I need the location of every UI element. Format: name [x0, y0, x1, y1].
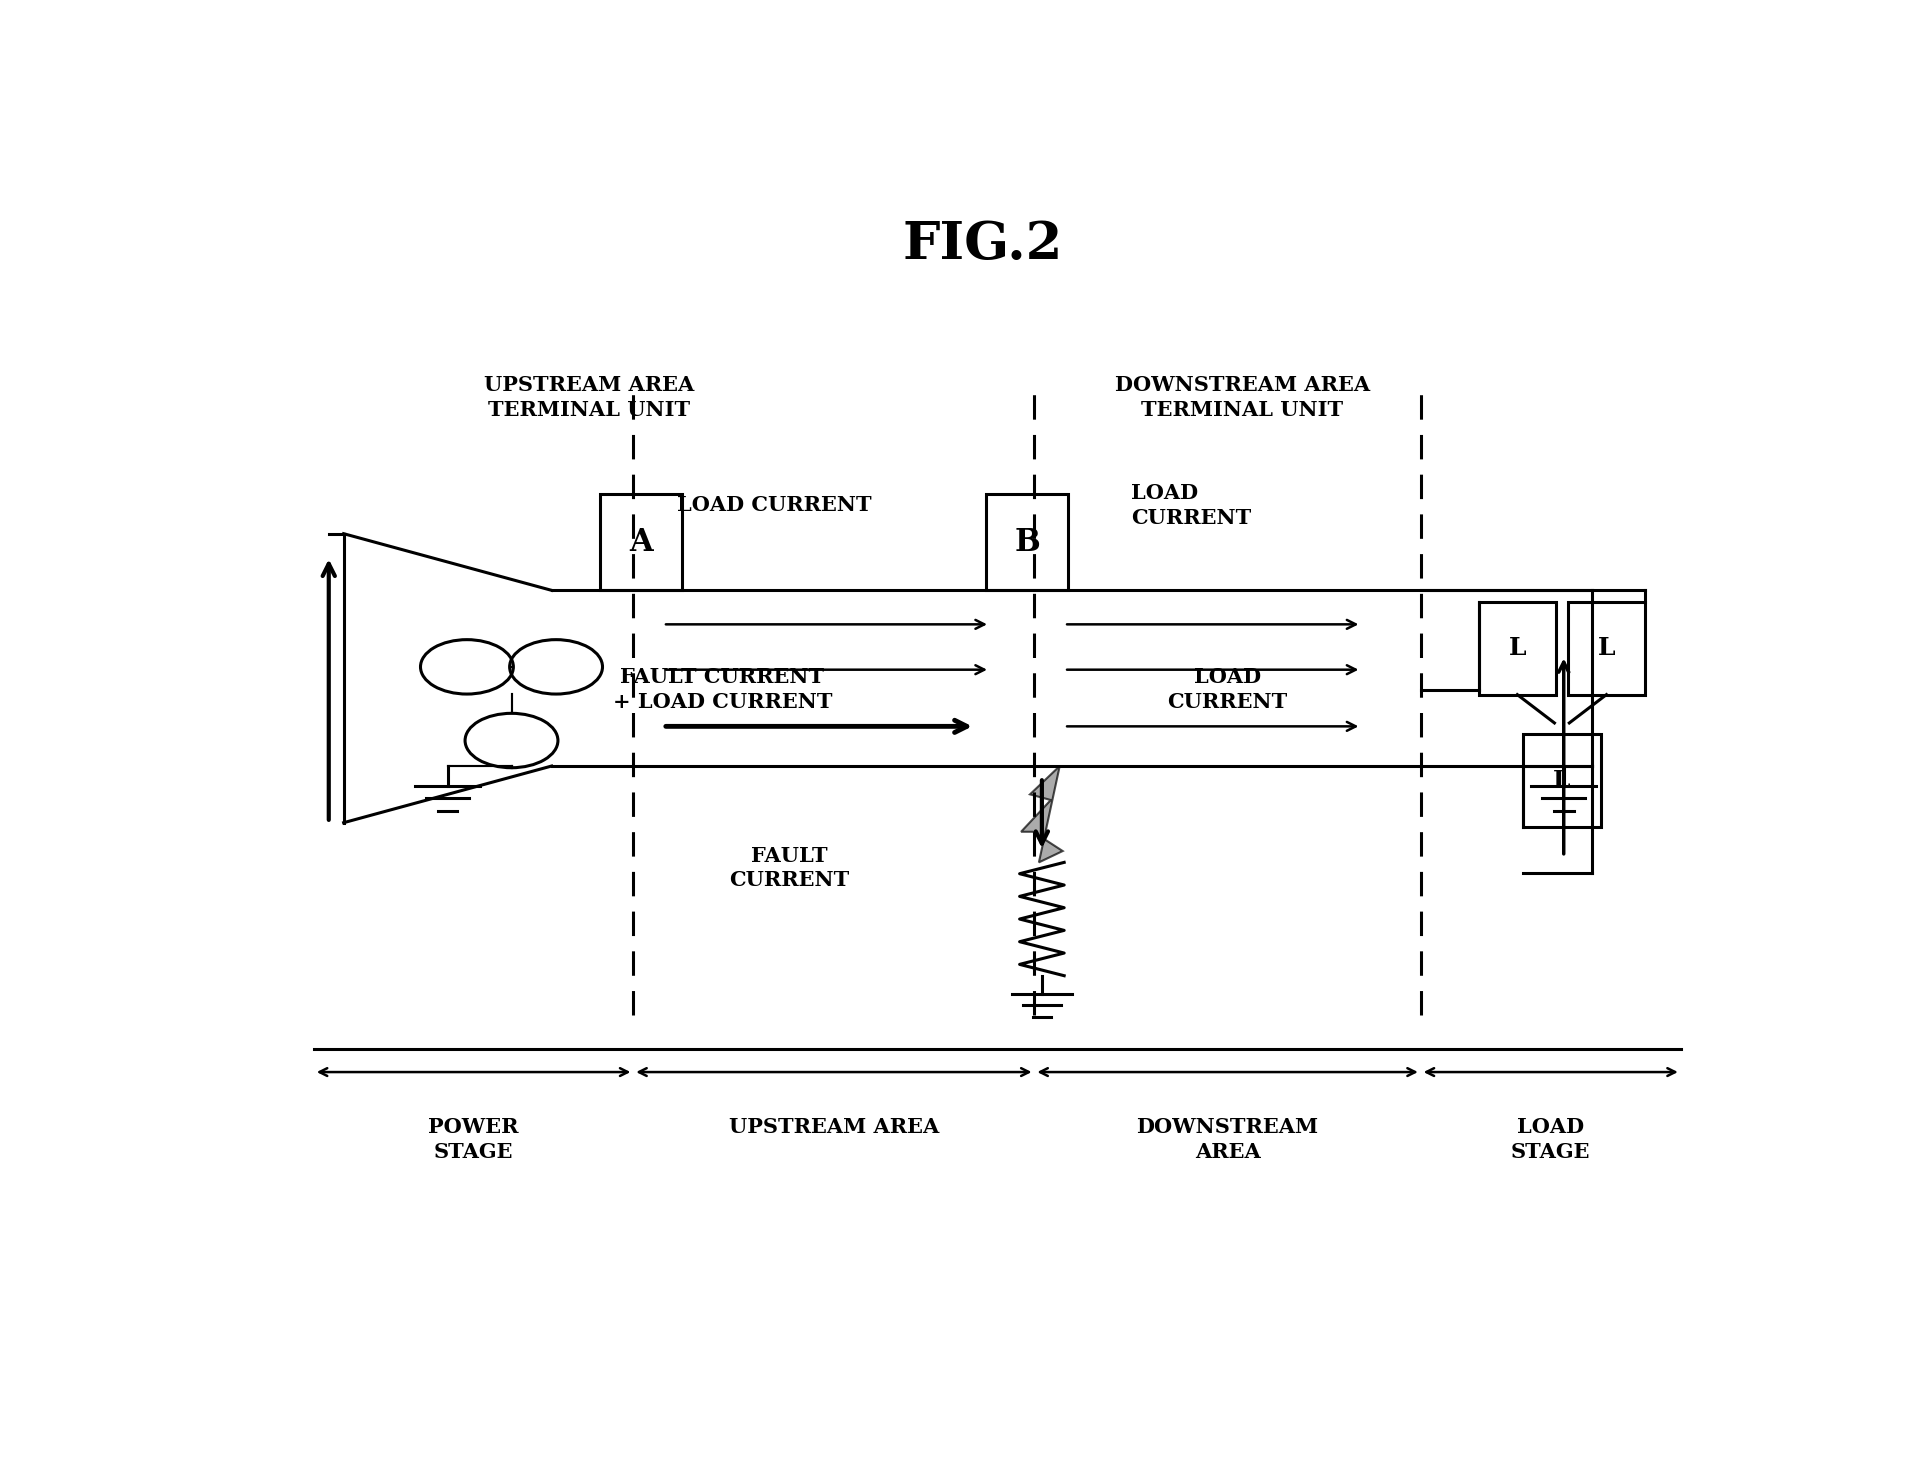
Text: FAULT
CURRENT: FAULT CURRENT [728, 845, 849, 891]
Text: FIG.2: FIG.2 [903, 219, 1062, 271]
Text: B: B [1014, 527, 1039, 558]
Text: A: A [629, 527, 652, 558]
Text: L: L [1509, 636, 1526, 659]
Text: LOAD
CURRENT: LOAD CURRENT [1167, 667, 1288, 712]
Bar [1524, 735, 1601, 827]
Text: DOWNSTREAM AREA
TERMINAL UNIT: DOWNSTREAM AREA TERMINAL UNIT [1116, 375, 1371, 420]
Text: LOAD
STAGE: LOAD STAGE [1511, 1117, 1591, 1163]
Text: L: L [1597, 636, 1616, 659]
Text: POWER
STAGE: POWER STAGE [427, 1117, 520, 1163]
Bar [1568, 602, 1645, 695]
Bar [600, 495, 682, 590]
Bar [985, 495, 1068, 590]
Text: UPSTREAM AREA: UPSTREAM AREA [728, 1117, 939, 1138]
Text: LOAD
CURRENT: LOAD CURRENT [1131, 483, 1252, 528]
Text: L: L [1553, 768, 1570, 793]
Bar [1478, 602, 1557, 695]
Text: FAULT CURRENT
+ LOAD CURRENT: FAULT CURRENT + LOAD CURRENT [613, 667, 832, 712]
Text: DOWNSTREAM
AREA: DOWNSTREAM AREA [1137, 1117, 1319, 1163]
Polygon shape [1022, 765, 1062, 863]
Text: UPSTREAM AREA
TERMINAL UNIT: UPSTREAM AREA TERMINAL UNIT [483, 375, 694, 420]
Text: LOAD CURRENT: LOAD CURRENT [677, 496, 872, 515]
